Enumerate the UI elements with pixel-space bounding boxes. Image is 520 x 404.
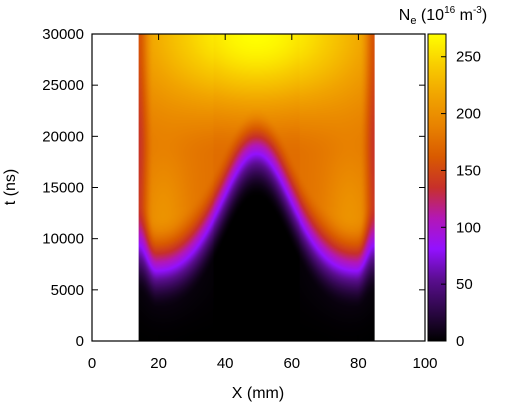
colorbar-title: Ne (1016 m-3) (399, 5, 487, 27)
colorbar-title-symbol: N (399, 7, 411, 24)
y-tick-label: 5000 (51, 282, 84, 299)
colorbar-title-open: (10 (416, 7, 444, 24)
heatmap-field (138, 34, 375, 341)
colorbar-title-close: ) (482, 7, 487, 24)
colorbar (427, 33, 447, 342)
y-tick-label: 25000 (42, 77, 84, 94)
y-tick-label: 15000 (42, 180, 84, 197)
y-tick-label: 30000 (42, 26, 84, 43)
colorbar-title-exp: 16 (444, 5, 456, 16)
y-axis-label: t (ns) (2, 169, 19, 205)
colorbar-title-subscript: e (410, 15, 416, 27)
x-tick-label: 60 (283, 355, 300, 372)
colorbar-tick-label: 150 (456, 162, 481, 179)
x-axis-ticks: 0 20 40 60 80 100 (88, 34, 438, 372)
colorbar-tick-label: 200 (456, 106, 481, 123)
x-tick-label: 100 (412, 355, 437, 372)
x-axis-label: X (mm) (232, 385, 284, 402)
y-tick-label: 0 (76, 333, 84, 350)
x-tick-label: 20 (150, 355, 167, 372)
x-tick-label: 0 (88, 355, 96, 372)
heatmap-image (138, 34, 375, 341)
colorbar-tick-label: 0 (456, 333, 464, 350)
colorbar-ticks: 0 50 100 150 200 250 (441, 49, 481, 350)
y-tick-label: 10000 (42, 231, 84, 248)
colorbar-tick-label: 250 (456, 49, 481, 66)
x-tick-label: 40 (217, 355, 234, 372)
colorbar-title-exp2: -3 (473, 5, 482, 16)
colorbar-tick-label: 50 (456, 276, 473, 293)
x-tick-label: 80 (350, 355, 367, 372)
y-axis-ticks: 0 5000 10000 15000 20000 25000 30000 (42, 26, 425, 350)
y-tick-label: 20000 (42, 128, 84, 145)
colorbar-title-mid: m (455, 7, 473, 24)
colorbar-tick-label: 100 (456, 219, 481, 236)
